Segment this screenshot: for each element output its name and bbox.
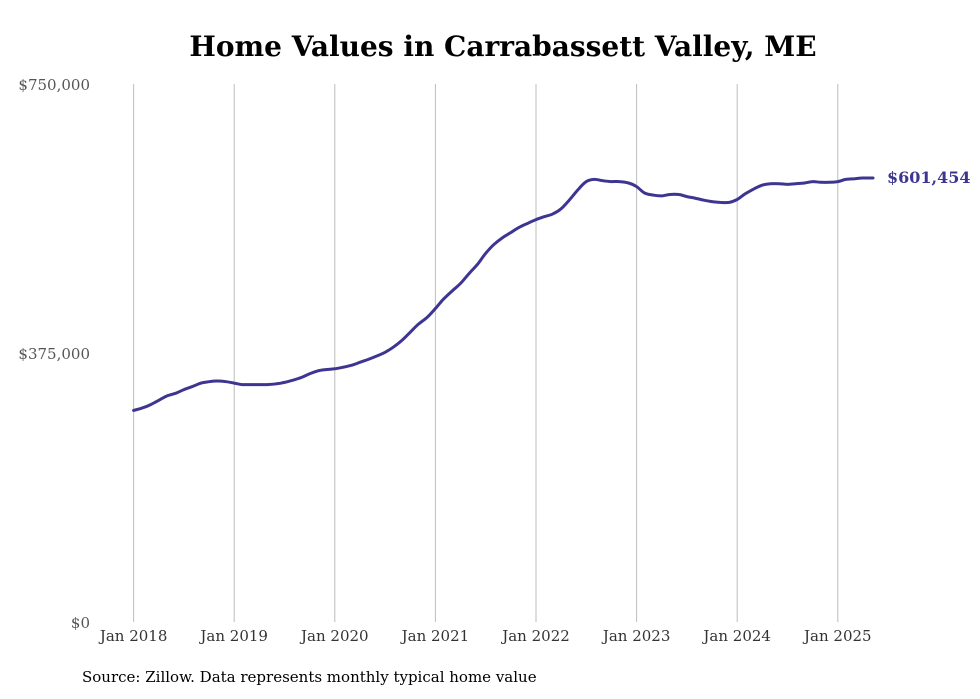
y-tick-label: $0 bbox=[71, 614, 90, 632]
series-line bbox=[132, 176, 875, 412]
source-note: Source: Zillow. Data represents monthly … bbox=[82, 668, 537, 686]
end-labels: $601,454 bbox=[887, 168, 971, 187]
y-tick-label: $750,000 bbox=[18, 76, 90, 94]
y-axis-ticks: $0 $375,000 $750,000 bbox=[18, 76, 90, 632]
y-tick-label: $375,000 bbox=[18, 345, 90, 363]
x-tick-label: Jan 2021 bbox=[400, 627, 470, 645]
data-points bbox=[132, 177, 874, 412]
x-tick-label: Jan 2024 bbox=[701, 627, 771, 645]
x-tick-label: Jan 2018 bbox=[98, 627, 168, 645]
end-value-label: $601,454 bbox=[887, 168, 971, 187]
series-layer bbox=[132, 176, 875, 412]
chart-title: Home Values in Carrabassett Valley, ME bbox=[189, 30, 817, 63]
x-tick-label: Jan 2022 bbox=[500, 627, 570, 645]
x-axis-ticks: Jan 2018 Jan 2019 Jan 2020 Jan 2021 Jan 2022… bbox=[98, 627, 872, 645]
x-tick-label: Jan 2025 bbox=[802, 627, 872, 645]
x-tick-label: Jan 2023 bbox=[601, 627, 671, 645]
x-tick-label: Jan 2020 bbox=[299, 627, 369, 645]
x-tick-label: Jan 2019 bbox=[198, 627, 268, 645]
grid-lines bbox=[133, 84, 839, 622]
